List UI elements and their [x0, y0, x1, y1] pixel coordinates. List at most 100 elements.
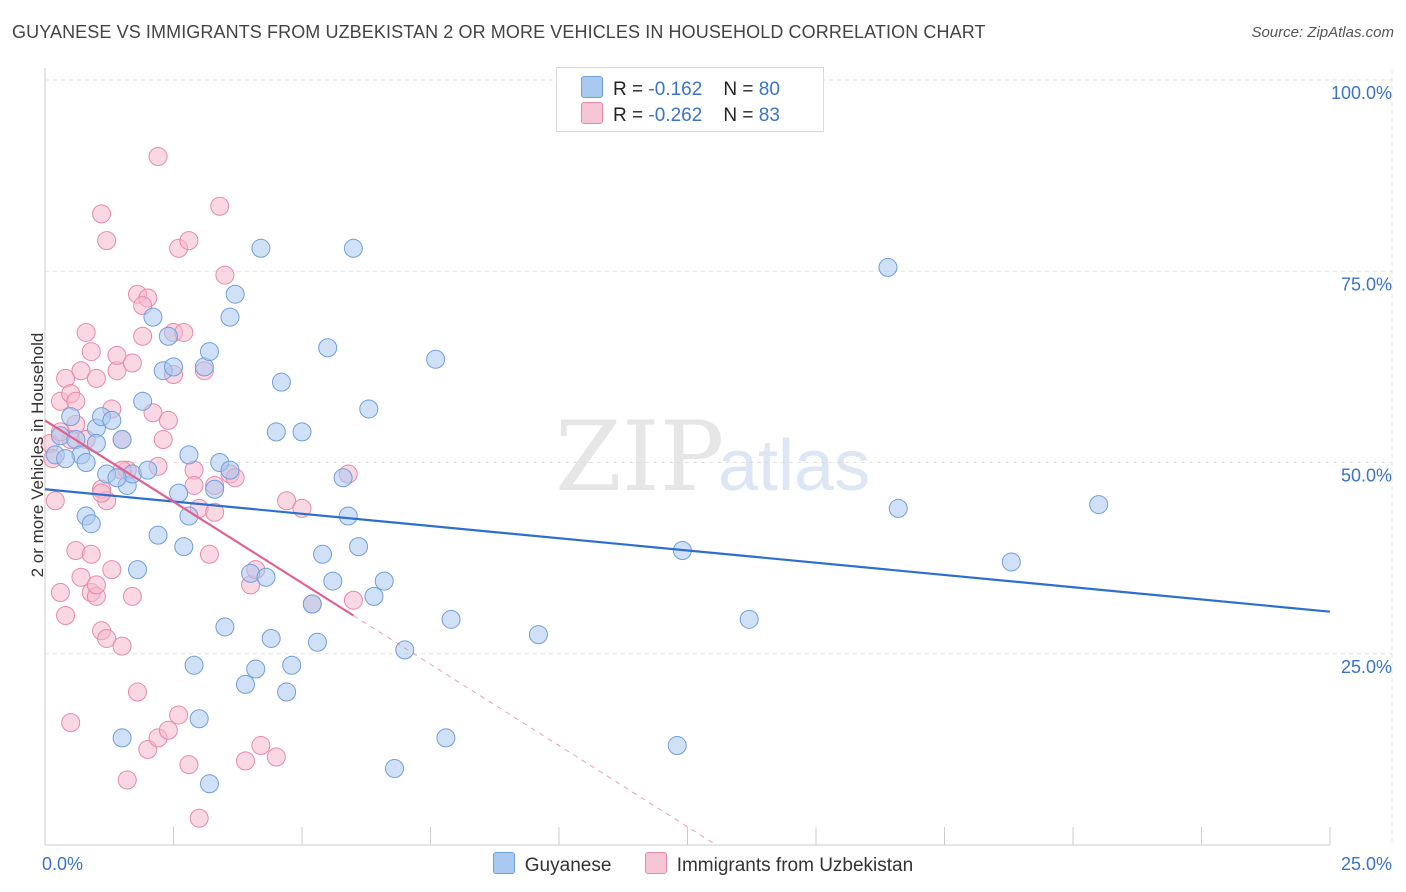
guyanese-point — [364, 586, 384, 606]
uzbekistan-point — [184, 475, 204, 495]
guyanese-point — [359, 399, 379, 419]
uzbekistan-point — [189, 808, 209, 828]
guyanese-point — [277, 682, 297, 702]
legend-r-label: R = — [613, 105, 644, 126]
guyanese-point — [158, 326, 178, 346]
guyanese-point — [395, 640, 415, 660]
chart-title: GUYANESE VS IMMIGRANTS FROM UZBEKISTAN 2… — [12, 22, 986, 42]
uzbekistan-point — [71, 567, 91, 587]
x-tick-label: 0.0% — [42, 854, 83, 874]
guyanese-point — [102, 410, 122, 430]
guyanese-point — [436, 728, 456, 748]
guyanese-point — [338, 506, 358, 526]
guyanese-point — [179, 445, 199, 465]
legend-n-value: 80 — [758, 79, 780, 100]
uzbekistan-trend-line — [44, 419, 354, 617]
guyanese-point — [107, 468, 127, 488]
guyanese-point — [148, 525, 168, 545]
guyanese-point — [220, 460, 240, 480]
legend-item-uzbekistan: Immigrants from Uzbekistan — [644, 852, 913, 877]
legend-row-guyanese: R = -0.162 N = 80 — [581, 76, 780, 100]
guyanese-point — [199, 342, 219, 362]
y-axis-label: 2 or more Vehicles in Household — [28, 332, 47, 578]
guyanese-point — [426, 349, 446, 369]
guyanese-point — [199, 774, 219, 794]
uzbekistan-point — [81, 342, 101, 362]
uzbekistan-point — [128, 682, 148, 702]
legend-n-label: N = — [723, 79, 754, 100]
watermark-zip: ZIP — [555, 401, 724, 513]
uzbekistan-point — [71, 361, 91, 381]
uzbekistan-point — [102, 560, 122, 580]
uzbekistan-point — [215, 265, 235, 285]
watermark-atlas: atlas — [718, 426, 870, 506]
guyanese-point — [251, 238, 271, 258]
guyanese-point — [302, 594, 322, 614]
guyanese-point — [184, 655, 204, 675]
guyanese-point — [271, 372, 291, 392]
uzbekistan-point — [277, 491, 297, 511]
uzbekistan-point — [61, 713, 81, 733]
guyanese-point — [374, 571, 394, 591]
guyanese-point — [143, 307, 163, 327]
uzbekistan-point — [169, 705, 189, 725]
guyanese-point — [266, 422, 286, 442]
source-label: Source: ZipAtlas.com — [1251, 24, 1394, 41]
guyanese-point — [343, 238, 363, 258]
guyanese-point — [739, 609, 759, 629]
guyanese-point — [235, 674, 255, 694]
x-tick-label: 25.0% — [1341, 854, 1392, 874]
uzbekistan-point — [56, 606, 76, 625]
guyanese-point — [888, 498, 908, 518]
uzbekistan-point — [107, 345, 127, 365]
y-tick-label: 50.0% — [1341, 466, 1392, 486]
legend-item-guyanese: Guyanese — [492, 852, 612, 877]
uzbekistan-point — [117, 770, 137, 790]
uzbekistan-point — [153, 430, 173, 450]
uzbekistan-point — [81, 544, 101, 564]
uzbekistan-point — [148, 147, 168, 166]
guyanese-point — [307, 632, 327, 652]
uzbekistan-point — [97, 628, 117, 648]
uzbekistan-trend-extension — [353, 615, 714, 844]
guyanese-point — [323, 571, 343, 591]
uzbekistan-point — [251, 736, 271, 756]
legend-label-guyanese: Guyanese — [524, 855, 612, 876]
guyanese-point — [138, 460, 158, 480]
uzbekistan-point — [50, 583, 70, 603]
legend-swatch-blue — [492, 852, 515, 874]
legend-row-uzbekistan: R = -0.262 N = 83 — [581, 102, 780, 126]
guyanese-point — [282, 655, 302, 675]
uzbekistan-point — [86, 368, 106, 388]
legend-r-value: -0.262 — [648, 105, 703, 126]
guyanese-point — [61, 407, 81, 427]
uzbekistan-point — [179, 231, 199, 251]
guyanese-point — [385, 759, 405, 778]
guyanese-point — [441, 609, 461, 629]
guyanese-point — [215, 617, 235, 637]
legend-n-value: 83 — [758, 105, 780, 126]
y-tick-label: 75.0% — [1341, 274, 1392, 294]
y-tick-label: 100.0% — [1331, 83, 1392, 103]
uzbekistan-point — [158, 410, 178, 430]
uzbekistan-point — [205, 502, 225, 522]
uzbekistan-point — [45, 491, 65, 511]
uzbekistan-point — [133, 326, 153, 346]
guyanese-point — [292, 422, 312, 442]
guyanese-point — [333, 468, 353, 488]
guyanese-point — [1001, 552, 1021, 572]
legend-swatch-pink — [644, 852, 667, 874]
uzbekistan-point — [76, 322, 96, 342]
uzbekistan-point — [199, 544, 219, 564]
guyanese-point — [318, 338, 338, 358]
uzbekistan-point — [122, 353, 142, 373]
y-tick-label: 25.0% — [1341, 657, 1392, 677]
guyanese-point — [112, 728, 132, 748]
guyanese-point — [164, 357, 183, 377]
uzbekistan-point — [92, 204, 112, 224]
uzbekistan-point — [179, 755, 199, 775]
uzbekistan-point — [86, 575, 106, 595]
guyanese-point — [112, 430, 132, 450]
uzbekistan-point — [266, 747, 286, 767]
